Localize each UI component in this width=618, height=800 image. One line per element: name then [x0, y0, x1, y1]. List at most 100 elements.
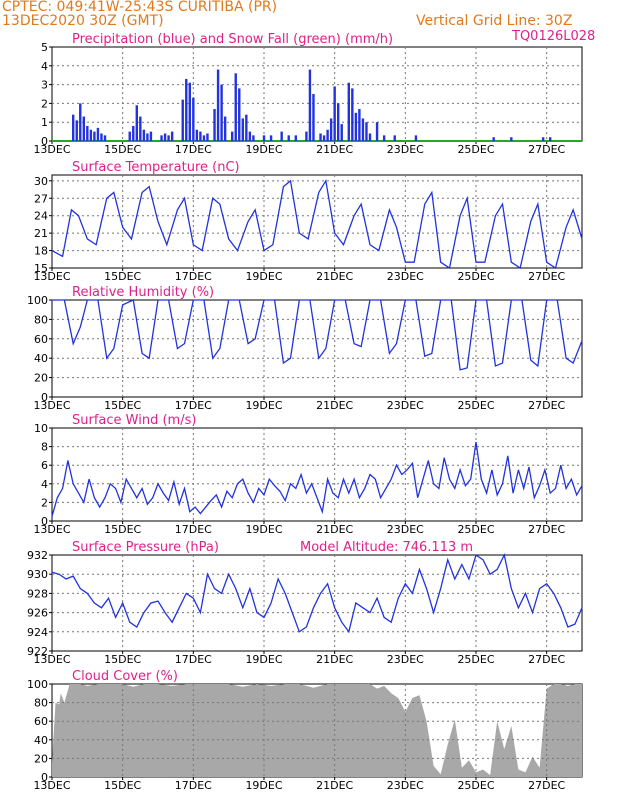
precip-bar: [375, 122, 379, 141]
x-tick-label: 25DEC: [457, 270, 494, 283]
y-tick-label: 1: [41, 116, 48, 129]
precip-bar: [549, 137, 552, 141]
y-tick-label: 3: [41, 79, 48, 92]
y-tick-label: 0: [41, 771, 48, 784]
precip-bar: [322, 135, 326, 141]
precip-bar: [163, 133, 167, 141]
y-tick-label: 10: [34, 422, 48, 435]
x-tick-label: 17DEC: [175, 399, 212, 412]
precip-bar: [269, 135, 273, 141]
precip-bar: [103, 135, 107, 141]
series-line-wind: [51, 441, 583, 517]
x-tick-label: 17DEC: [175, 779, 212, 792]
x-tick-label: 27DEC: [528, 779, 565, 792]
precip-bar: [185, 78, 188, 141]
y-tick-label: 924: [27, 626, 48, 639]
x-tick-label: 19DEC: [245, 270, 282, 283]
y-tick-label: 60: [34, 715, 48, 728]
panel-title: Cloud Cover (%): [72, 669, 178, 684]
precip-bar: [181, 99, 184, 141]
y-tick-label: 6: [41, 459, 48, 472]
precip-bar: [160, 135, 163, 141]
precip-bar: [245, 114, 248, 141]
precip-bar: [146, 133, 149, 141]
x-tick-label: 21DEC: [316, 779, 353, 792]
precip-bar: [351, 88, 354, 141]
panel-cloud: 0 20 40 60 80 100 13DEC 15DEC 17DEC 19DEC 21DEC 23D…: [27, 669, 583, 792]
precip-bar: [365, 122, 368, 141]
precip-bar: [492, 137, 495, 141]
header-location: CPTEC: 049:41W-25:43S CURITIBA (PR): [2, 0, 277, 15]
precip-bar: [337, 103, 340, 141]
precip-bar: [199, 131, 202, 141]
panel-frame: [51, 46, 583, 142]
precip-bar: [75, 120, 78, 141]
panels-group: 0 1 2 3 4 5 13DEC 15DEC 17DEC 19DEC 21DEC 23DEC 25DE…: [27, 32, 583, 792]
y-tick-label: 24: [34, 210, 48, 223]
y-tick-label: 15: [34, 262, 48, 275]
cloud-cover-area: [52, 684, 582, 777]
y-tick-label: 928: [27, 587, 48, 600]
panel-pressure: 922 924 926 928 930 932 13DEC 15DEC 17DEC 19DEC 21…: [27, 540, 583, 666]
panel-title: Surface Temperature (nC): [72, 160, 240, 175]
y-tick-label: 21: [34, 227, 48, 240]
precip-bar: [139, 116, 142, 141]
x-tick-label: 21DEC: [316, 653, 353, 666]
precip-bar: [238, 88, 241, 141]
x-tick-label: 23DEC: [387, 399, 424, 412]
precip-bar: [340, 124, 343, 141]
precip-bar: [72, 114, 75, 141]
precip-bar: [333, 86, 336, 141]
x-tick-label: 19DEC: [245, 399, 282, 412]
precip-bar: [128, 131, 131, 141]
x-tick-label: 21DEC: [316, 399, 353, 412]
precip-bar: [326, 129, 329, 141]
x-tick-label: 27DEC: [528, 653, 565, 666]
precip-bar: [234, 73, 237, 141]
y-tick-label: 18: [34, 245, 48, 258]
y-tick-label: 930: [27, 568, 48, 581]
y-tick-label: 100: [27, 294, 48, 307]
panel-precip: 0 1 2 3 4 5 13DEC 15DEC 17DEC 19DEC 21DEC 23DEC 25DE…: [33, 32, 583, 156]
precip-bar: [414, 135, 418, 141]
panel-title: Precipitation (blue) and Snow Fall (gree…: [72, 32, 393, 47]
x-tick-label: 23DEC: [387, 653, 424, 666]
precip-bar: [188, 82, 191, 141]
precip-bar: [142, 129, 146, 141]
x-tick-label: 23DEC: [387, 779, 424, 792]
precip-bar: [358, 109, 361, 141]
y-tick-label: 4: [41, 60, 48, 73]
x-tick-label: 27DEC: [528, 399, 565, 412]
series-line-temp: [51, 178, 583, 270]
panel-title: Relative Humidity (%): [72, 285, 214, 300]
x-tick-label: 13DEC: [33, 270, 70, 283]
precip-bar: [82, 116, 85, 141]
precip-bar: [329, 118, 333, 141]
x-tick-label: 21DEC: [316, 270, 353, 283]
panel-temp: 15 18 21 24 27 30 13DEC 15DEC 17DEC 19DEC 21DEC 23D…: [33, 160, 583, 283]
x-tick-label: 13DEC: [33, 779, 70, 792]
series-line-rh: [52, 299, 583, 371]
x-tick-label: 25DEC: [457, 523, 494, 536]
panel-frame: [51, 554, 583, 652]
x-tick-label: 25DEC: [457, 143, 494, 156]
x-tick-label: 17DEC: [175, 270, 212, 283]
x-tick-label: 23DEC: [387, 270, 424, 283]
precip-bar: [213, 109, 216, 141]
precip-bar: [262, 135, 266, 141]
panel-title: Surface Pressure (hPa): [72, 540, 219, 555]
x-tick-label: 13DEC: [33, 523, 70, 536]
x-tick-label: 17DEC: [175, 653, 212, 666]
x-tick-label: 25DEC: [457, 779, 494, 792]
panel-rh: 0 20 40 60 80 100 13DEC 15DEC 17DEC 19DEC 21DEC 23D…: [27, 285, 583, 412]
y-tick-label: 100: [27, 678, 48, 691]
x-tick-label: 19DEC: [245, 523, 282, 536]
precip-bar: [93, 131, 96, 141]
x-tick-label: 15DEC: [104, 399, 141, 412]
x-tick-label: 19DEC: [245, 653, 282, 666]
precip-bar: [206, 133, 209, 141]
x-tick-label: 25DEC: [457, 653, 494, 666]
y-tick-label: 2: [41, 496, 48, 509]
precip-bar: [510, 137, 513, 141]
